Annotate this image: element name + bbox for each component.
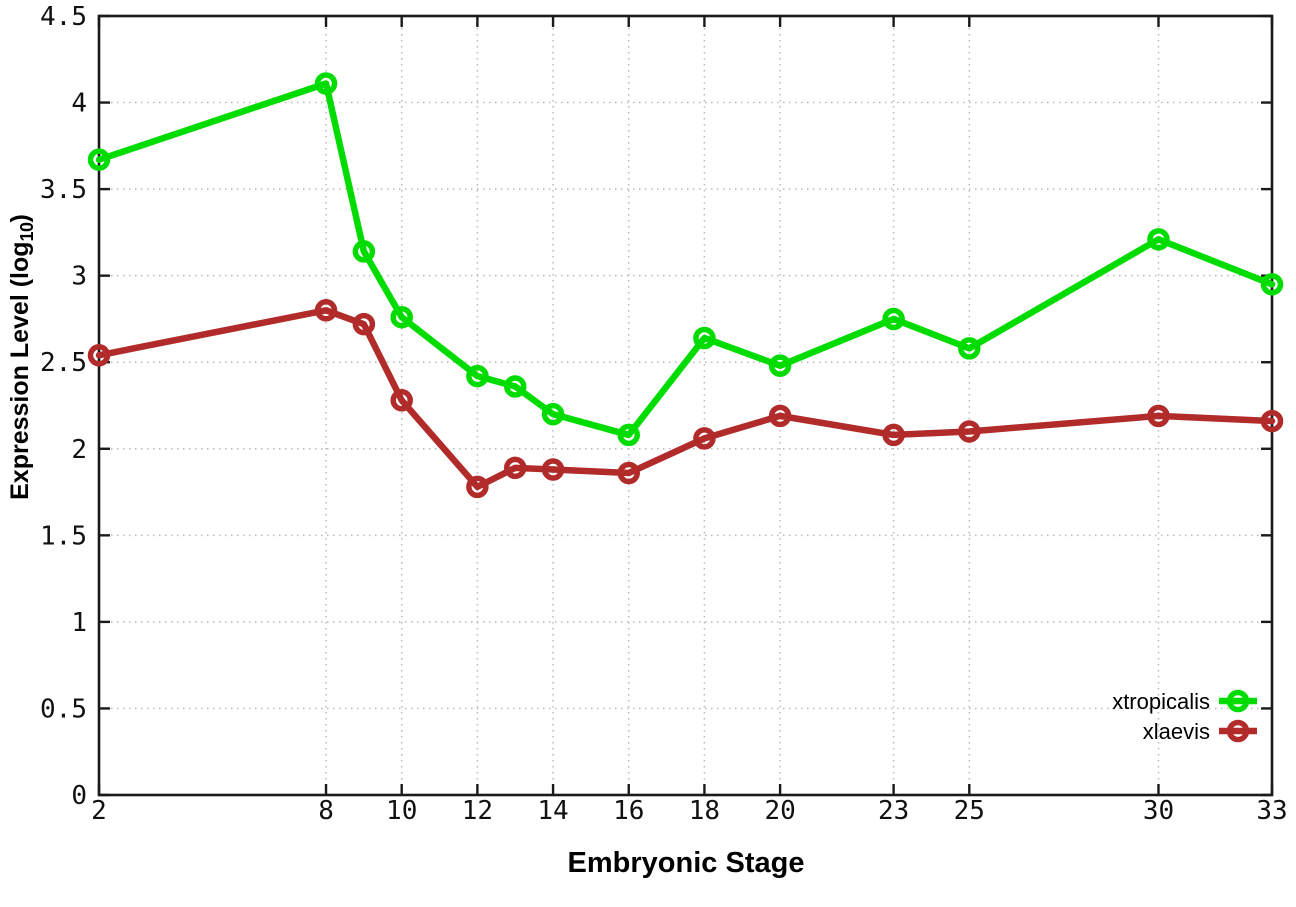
data-point-xtropicalis-9	[352, 240, 376, 263]
x-tick-label: 14	[537, 796, 568, 826]
data-point-xtropicalis-16	[617, 423, 640, 447]
y-axis-title-text: Expression Level (log	[5, 241, 34, 500]
y-tick-label: 4	[71, 89, 87, 119]
y-tick-label: 3	[71, 262, 87, 292]
x-axis-title: Embryonic Stage	[567, 847, 805, 879]
x-tick-label: 30	[1143, 796, 1174, 826]
x-tick-label: 2	[91, 796, 107, 826]
data-point-xtropicalis-18	[693, 326, 716, 350]
data-point-xlaevis-18	[693, 427, 716, 450]
data-point-xlaevis-20	[768, 404, 792, 428]
legend-label-xtropicalis: xtropicalis	[1112, 689, 1210, 714]
data-point-xtropicalis-10	[390, 305, 413, 329]
y-tick-label: 0.5	[40, 694, 87, 724]
y-tick-label: 2	[71, 435, 87, 465]
data-point-xtropicalis-13	[503, 375, 527, 398]
data-point-xtropicalis-33	[1260, 273, 1284, 296]
legend-marker-xlaevis	[1226, 719, 1250, 743]
x-tick-label: 18	[689, 796, 720, 826]
y-axis-title: Expression Level (log10)	[6, 214, 38, 500]
legend-label-xlaevis: xlaevis	[1143, 719, 1210, 744]
data-point-xlaevis-14	[541, 458, 565, 481]
data-point-xtropicalis-14	[541, 402, 565, 426]
y-tick-label: 4.5	[40, 2, 87, 32]
y-tick-label: 1.5	[40, 521, 87, 551]
x-tick-label: 20	[764, 796, 795, 826]
x-tick-label: 25	[954, 796, 985, 826]
y-tick-label: 2.5	[40, 348, 87, 378]
y-tick-label: 3.5	[40, 175, 87, 205]
data-point-xtropicalis-20	[768, 354, 792, 377]
data-point-xlaevis-10	[390, 389, 413, 412]
series-line-xlaevis	[95, 307, 1276, 491]
x-tick-label: 10	[386, 796, 417, 826]
data-point-xlaevis-25	[958, 420, 981, 443]
data-point-xlaevis-23	[882, 423, 905, 447]
data-point-xlaevis-9	[352, 312, 376, 336]
x-tick-label: 16	[613, 796, 644, 826]
plot-border	[97, 14, 1274, 797]
data-point-xtropicalis-12	[466, 364, 489, 388]
x-tick-label: 8	[318, 796, 334, 826]
data-point-xtropicalis-23	[882, 307, 905, 331]
data-point-xlaevis-12	[466, 475, 489, 499]
x-tick-label: 23	[878, 796, 909, 826]
data-point-xtropicalis-8	[314, 72, 338, 95]
y-axis-title-close: )	[5, 214, 34, 223]
data-point-xtropicalis-25	[958, 337, 981, 360]
y-tick-label: 0	[71, 781, 87, 811]
series-line-xtropicalis	[95, 80, 1276, 439]
data-point-xtropicalis-2	[87, 148, 111, 171]
y-tick-label: 1	[71, 608, 87, 638]
x-tick-label: 12	[462, 796, 493, 826]
data-point-xlaevis-33	[1260, 409, 1284, 433]
x-tick-label: 33	[1256, 796, 1287, 826]
data-point-xlaevis-30	[1147, 404, 1170, 428]
data-point-xlaevis-2	[87, 344, 111, 367]
data-point-xlaevis-13	[503, 456, 527, 480]
legend-marker-xtropicalis	[1226, 689, 1250, 713]
data-point-xlaevis-8	[314, 299, 338, 322]
y-axis-title-subscript: 10	[17, 222, 38, 242]
data-point-xlaevis-16	[617, 461, 640, 485]
data-point-xtropicalis-30	[1147, 228, 1170, 251]
